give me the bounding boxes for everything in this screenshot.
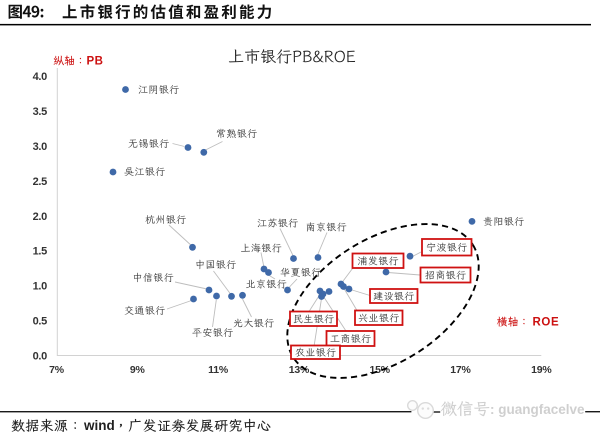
svg-text:4.0: 4.0 (33, 71, 48, 83)
svg-text:ROE: ROE (533, 317, 560, 329)
svg-text:PB: PB (87, 56, 104, 68)
svg-text:15%: 15% (369, 364, 390, 376)
svg-text:: guangfacelve: : guangfacelve (490, 402, 585, 417)
svg-text:3.5: 3.5 (33, 106, 48, 118)
svg-text:13%: 13% (289, 364, 310, 376)
svg-text:2.0: 2.0 (33, 211, 48, 223)
svg-text:9%: 9% (130, 364, 146, 376)
svg-text:1.0: 1.0 (33, 281, 48, 293)
svg-text:19%: 19% (531, 364, 552, 376)
svg-text:0.0: 0.0 (33, 351, 48, 363)
svg-text:wind: wind (83, 418, 115, 433)
svg-text:7%: 7% (49, 364, 65, 376)
svg-text:3.0: 3.0 (33, 141, 48, 153)
svg-text:1.5: 1.5 (33, 246, 48, 258)
svg-text:2.5: 2.5 (33, 176, 48, 188)
svg-text:11%: 11% (208, 364, 229, 376)
svg-text:0.5: 0.5 (33, 316, 48, 328)
svg-text:17%: 17% (450, 364, 471, 376)
